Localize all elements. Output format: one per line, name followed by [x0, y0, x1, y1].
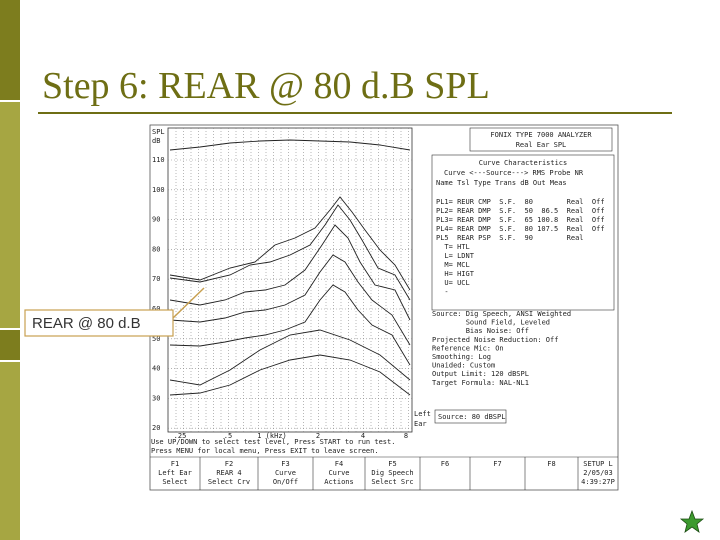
curve [169, 204, 411, 301]
source-line: Sound Field, Leveled [432, 319, 550, 327]
curve [169, 196, 411, 291]
panel-row: M= MCL [436, 261, 470, 269]
curve [169, 329, 411, 386]
fkey-label: Actions [324, 478, 354, 486]
x-label: 4 [361, 432, 365, 440]
y-label: 40 [152, 365, 160, 373]
fkey-label: F4 [335, 460, 343, 468]
callout-box [24, 309, 174, 337]
panel-row: T= HTL [436, 243, 470, 251]
side-label: Left [414, 410, 431, 418]
fkey-label: Select Src [371, 478, 413, 486]
y-label: 100 [152, 186, 165, 194]
source-box [434, 409, 507, 424]
fkey-label: F5 [388, 460, 396, 468]
panel-row: PL5 REAR PSP S.F. 90 Real [436, 234, 584, 242]
fkey-label: F8 [547, 460, 555, 468]
header: FONIX TYPE 7000 ANALYZER [490, 131, 592, 139]
curve [169, 254, 411, 346]
y-label: 20 [152, 424, 160, 432]
fkey-label: F1 [171, 460, 179, 468]
callout-arrow [172, 287, 205, 319]
source-level: Source: 80 dBSPL [438, 413, 505, 421]
panel-row: U= UCL [436, 279, 470, 287]
y-label: 90 [152, 216, 160, 224]
x-label: 1 (kHz) [257, 432, 287, 440]
y-label: 50 [152, 335, 160, 343]
y-label: 110 [152, 156, 165, 164]
y-label: 60 [152, 305, 160, 313]
panel-box [431, 154, 615, 311]
fkey-label: Curve [328, 469, 349, 477]
x-label: .25 [174, 432, 187, 440]
fkey-label: F3 [281, 460, 289, 468]
panel-row: H= HIGT [436, 270, 475, 278]
source-line: Source: Dig Speech, ANSI Weighted [432, 310, 571, 318]
fkey-label: SETUP L [583, 460, 613, 468]
star-icon [679, 509, 705, 533]
y-label: 70 [152, 275, 160, 283]
panel-title: Curve Characteristics [479, 159, 568, 167]
curve [169, 354, 411, 396]
x-label: .5 [224, 432, 232, 440]
side-bar-accent [0, 330, 20, 360]
instruction: Use UP/DOWN to select test level, Press … [151, 438, 395, 446]
instruction: Press MENU for local menu, Press EXIT to… [151, 447, 379, 455]
header: Real Ear SPL [516, 141, 567, 149]
source-line: Smoothing: Log [432, 353, 491, 361]
source-line: Bias Noise: Off [432, 327, 529, 335]
side-bar-top [0, 0, 20, 100]
panel-row: PL3= REAR DMP S.F. 65 100.8 Real Off [436, 216, 605, 224]
source-line: Unaided: Custom [432, 362, 495, 370]
header-box [469, 127, 613, 152]
panel-row: PL4= REAR DMP S.F. 80 107.5 Real Off [436, 225, 605, 233]
fkey-label: Select Crv [208, 478, 250, 486]
fkey-label: 2/05/03 [583, 469, 613, 477]
panel-head: Curve <---Source---> RMS Probe NR [444, 169, 584, 177]
source-line: Output Limit: 120 dBSPL [432, 370, 529, 378]
panel-row: PL1= REUR CMP S.F. 80 Real Off [436, 198, 605, 206]
source-line: Reference Mic: On [432, 344, 504, 352]
side-bar-middle [0, 102, 20, 328]
fkey-label: F2 [225, 460, 233, 468]
x-label: 8 [404, 432, 408, 440]
fkey-label: Dig Speech [371, 469, 413, 477]
callout-text: REAR @ 80 d.B [32, 315, 141, 332]
source-line: Projected Noise Reduction: Off [432, 336, 558, 344]
screenshot: Source: 80 dBSPL SPL dB FONIX TYPE 7000 … [149, 124, 619, 491]
y-unit: dB [152, 137, 160, 145]
fkey-label: F6 [441, 460, 449, 468]
side-bar-bottom [0, 362, 20, 540]
curve [169, 224, 411, 321]
source-line: Target Formula: NAL-NL1 [432, 379, 529, 387]
curve [169, 139, 411, 151]
screen-frame [149, 124, 619, 491]
slide-title: Step 6: REAR @ 80 d.B SPL [42, 65, 490, 107]
panel-row: - [436, 288, 449, 296]
fkey-label: Left Ear [158, 469, 192, 477]
y-unit: SPL [152, 128, 165, 136]
fkey-label: REAR 4 [216, 469, 241, 477]
y-label: 80 [152, 245, 160, 253]
fkey-label: F7 [493, 460, 501, 468]
fkey-label: 4:39:27P [581, 478, 615, 486]
panel-head: Name Tsl Type Trans dB Out Meas [436, 179, 567, 187]
fkey-label: Curve [275, 469, 296, 477]
curve [169, 284, 411, 366]
panel-row: L= LDNT [436, 252, 475, 260]
y-label: 30 [152, 394, 160, 402]
fkey-label: Select [162, 478, 187, 486]
fkey-label: On/Off [273, 478, 298, 486]
x-label: 2 [316, 432, 320, 440]
panel-row: PL2= REAR DMP S.F. 50 86.5 Real Off [436, 207, 605, 215]
plot-frame [167, 127, 413, 433]
side-label: Ear [414, 420, 427, 428]
